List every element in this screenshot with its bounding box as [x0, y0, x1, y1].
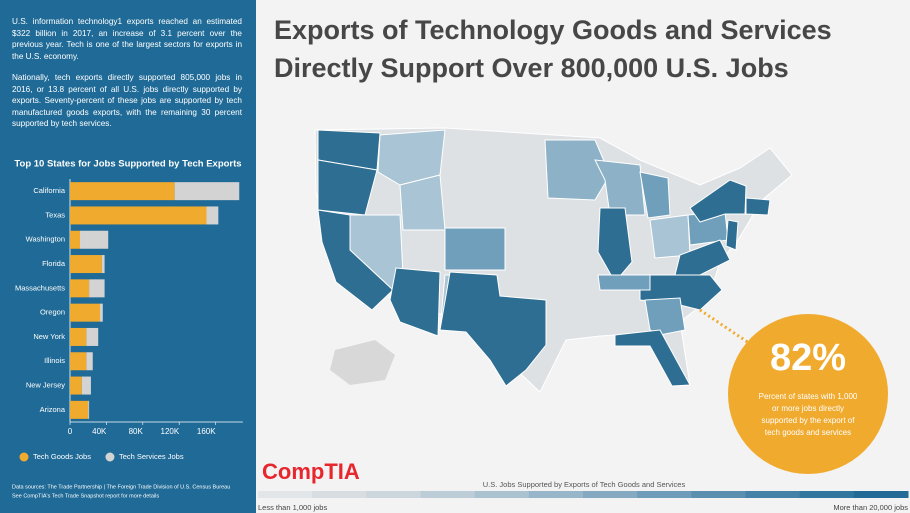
callout-circle — [728, 314, 888, 474]
source: See CompTIA's Tech Trade Snapshot report… — [12, 493, 159, 499]
callout-text: Percent of states with 1,000 — [759, 392, 858, 401]
callout-text: or more jobs directly — [772, 404, 844, 413]
bar-segment — [88, 400, 90, 419]
bar-segment — [70, 230, 81, 249]
bar-segment — [70, 206, 207, 225]
bar-segment — [70, 327, 87, 346]
scale-step — [528, 491, 584, 498]
x-tick-label: 0 — [68, 427, 73, 436]
x-tick-label: 40K — [92, 427, 107, 436]
map-legend-title: U.S. Jobs Supported by Exports of Tech G… — [483, 480, 686, 489]
bar-segment — [70, 352, 87, 371]
map-legend-high: More than 20,000 jobs — [833, 503, 908, 512]
us-map — [314, 127, 793, 393]
scale-step — [583, 491, 638, 498]
scale-step — [258, 491, 313, 498]
side-panel — [0, 0, 256, 513]
y-tick-label: Arizona — [40, 405, 66, 414]
bar-segment — [100, 303, 103, 322]
bar-segment — [70, 376, 82, 395]
callout-text: tech goods and services — [765, 428, 851, 437]
bar-segment — [70, 303, 101, 322]
scale-step — [799, 491, 855, 498]
intro-paragraph: U.S. information technology1 exports rea… — [12, 17, 242, 61]
source: Data sources: The Trade Partnership | Th… — [12, 484, 230, 490]
y-tick-label: Massachusetts — [15, 283, 65, 292]
y-tick-label: Illinois — [44, 356, 65, 365]
bar-segment — [80, 230, 109, 249]
bar-segment — [101, 255, 105, 274]
y-tick-label: Washington — [26, 235, 65, 244]
bar-segment — [70, 279, 90, 298]
chart-title: Top 10 States for Jobs Supported by Tech… — [14, 159, 241, 170]
x-tick-label: 160K — [197, 427, 216, 436]
bar-segment — [81, 376, 91, 395]
y-tick-label: New Jersey — [26, 381, 65, 390]
scale-step — [474, 491, 530, 498]
y-tick-label: New York — [33, 332, 65, 341]
y-tick-label: Texas — [45, 210, 65, 219]
callout-value: 82% — [770, 337, 846, 379]
callout-text: supported by the export of — [762, 416, 856, 425]
scale-step — [312, 491, 367, 498]
bar-segment — [70, 255, 102, 274]
logo: CompTIA — [262, 459, 360, 484]
page-title: Exports of Technology Goods and Services — [274, 15, 832, 45]
bar-segment — [89, 279, 105, 298]
scale-step — [745, 491, 801, 498]
scale-step — [691, 491, 746, 498]
y-tick-label: Oregon — [40, 308, 65, 317]
scale-step — [637, 491, 692, 498]
legend-label: Tech Services Jobs — [119, 452, 184, 461]
map-legend-low: Less than 1,000 jobs — [258, 503, 327, 512]
map-legend-scale — [258, 491, 909, 498]
callout-leader — [699, 308, 753, 347]
bar-segment — [206, 206, 219, 225]
bar-segment — [86, 352, 93, 371]
bar-segment — [70, 400, 89, 419]
intro-paragraph: Nationally, tech exports directly suppor… — [12, 73, 242, 128]
y-tick-label: California — [33, 186, 66, 195]
legend-swatch — [19, 452, 29, 462]
scale-step — [420, 491, 476, 498]
scale-step — [853, 491, 909, 498]
legend-swatch — [105, 452, 115, 462]
page-title: Directly Support Over 800,000 U.S. Jobs — [274, 53, 789, 83]
x-tick-label: 120K — [161, 427, 180, 436]
bar-segment — [70, 182, 175, 201]
legend-label: Tech Goods Jobs — [33, 452, 91, 461]
y-tick-label: Florida — [42, 259, 66, 268]
x-tick-label: 80K — [129, 427, 144, 436]
scale-step — [366, 491, 421, 498]
bar-segment — [86, 327, 99, 346]
bar-segment — [174, 182, 240, 201]
